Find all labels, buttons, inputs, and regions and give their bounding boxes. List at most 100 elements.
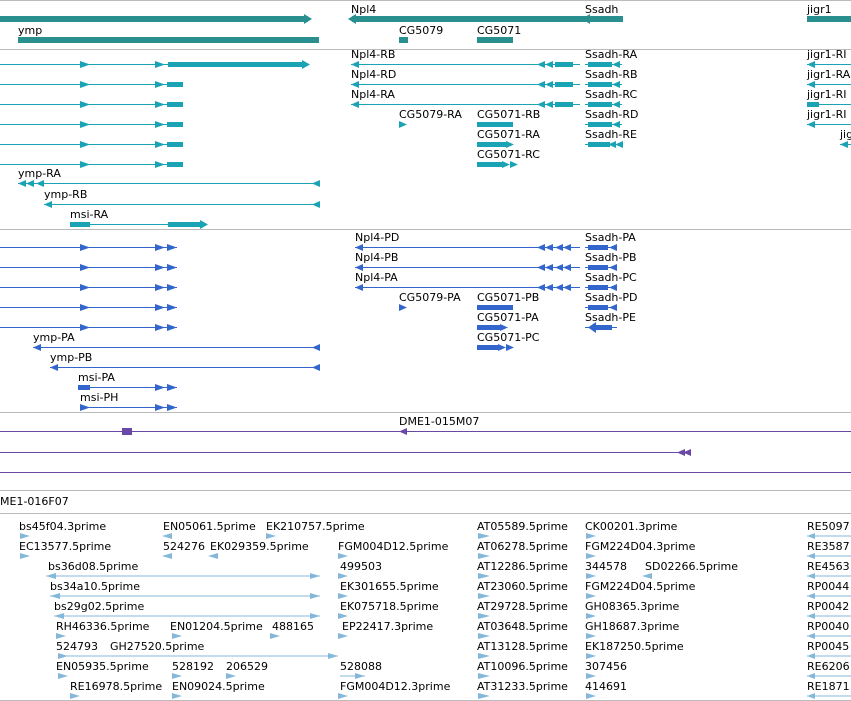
transcript-row[interactable] xyxy=(807,102,851,107)
transcript-row[interactable] xyxy=(0,121,183,128)
est-feature[interactable] xyxy=(478,553,490,559)
clone-row[interactable] xyxy=(0,449,691,456)
transcript-row[interactable] xyxy=(351,61,580,68)
transcript-row[interactable] xyxy=(0,324,177,331)
transcript-row[interactable] xyxy=(807,61,851,68)
est-feature[interactable] xyxy=(338,633,348,639)
est-feature[interactable] xyxy=(586,673,596,679)
transcript-row[interactable] xyxy=(355,244,580,251)
est-feature[interactable] xyxy=(338,693,348,699)
est-feature[interactable] xyxy=(586,653,596,659)
transcript-row[interactable] xyxy=(585,284,617,291)
transcript-row[interactable] xyxy=(585,61,622,68)
est-feature[interactable] xyxy=(478,613,490,619)
transcript-row[interactable] xyxy=(477,324,508,331)
transcript-row[interactable] xyxy=(0,304,177,311)
transcript-row[interactable] xyxy=(18,180,320,187)
transcript-row[interactable] xyxy=(807,121,851,128)
transcript-row[interactable] xyxy=(50,364,320,371)
transcript-row[interactable] xyxy=(585,121,622,128)
transcript-row[interactable] xyxy=(585,101,622,108)
transcript-row[interactable] xyxy=(0,141,183,148)
transcript-row[interactable] xyxy=(70,220,208,229)
transcript-row[interactable] xyxy=(0,244,177,251)
est-feature[interactable] xyxy=(338,553,348,559)
transcript-row[interactable] xyxy=(399,121,407,128)
transcript-row[interactable] xyxy=(0,60,310,69)
est-feature[interactable] xyxy=(172,633,182,639)
est-feature[interactable] xyxy=(478,533,490,539)
transcript-label: Npl4-PA xyxy=(355,271,398,284)
est-feature[interactable] xyxy=(172,693,182,699)
transcript-row[interactable] xyxy=(0,284,177,291)
est-feature[interactable] xyxy=(478,593,490,599)
est-feature[interactable] xyxy=(586,593,596,599)
est-feature xyxy=(58,653,68,659)
est-feature[interactable] xyxy=(478,633,490,639)
est-feature[interactable] xyxy=(338,593,348,599)
transcript-row[interactable] xyxy=(585,322,617,333)
est-feature[interactable] xyxy=(266,533,276,539)
est-feature[interactable] xyxy=(20,553,30,559)
est-feature[interactable] xyxy=(208,553,218,559)
transcript-row[interactable] xyxy=(585,264,617,271)
est-feature xyxy=(807,613,815,619)
est-feature[interactable] xyxy=(172,673,182,679)
transcript-label: CG5071-RB xyxy=(477,108,540,121)
transcript-row[interactable] xyxy=(355,264,580,271)
transcript-row[interactable] xyxy=(399,304,407,311)
transcript-row[interactable] xyxy=(80,404,177,411)
clone-row[interactable] xyxy=(0,428,851,435)
gene-feature[interactable] xyxy=(352,16,612,22)
transcript-row[interactable] xyxy=(33,344,320,351)
transcript-row[interactable] xyxy=(0,161,183,168)
gene-feature[interactable] xyxy=(0,16,308,22)
transcript-row[interactable] xyxy=(0,264,177,271)
est-feature[interactable] xyxy=(586,613,596,619)
transcript-row[interactable] xyxy=(840,141,851,148)
transcript-row[interactable] xyxy=(477,141,514,148)
gene-feature[interactable] xyxy=(807,16,851,22)
transcript-row[interactable] xyxy=(44,201,320,208)
transcript-row[interactable] xyxy=(585,304,617,311)
est-feature[interactable] xyxy=(56,633,66,639)
transcript-row[interactable] xyxy=(477,122,513,127)
transcript-row[interactable] xyxy=(585,244,617,251)
transcript-row[interactable] xyxy=(355,284,580,291)
est-feature[interactable] xyxy=(642,573,652,579)
est-feature[interactable] xyxy=(270,633,280,639)
est-feature[interactable] xyxy=(586,533,596,539)
est-feature[interactable] xyxy=(338,613,348,619)
est-feature[interactable] xyxy=(58,673,68,679)
gene-label: CG5079 xyxy=(399,24,443,37)
transcript-row[interactable] xyxy=(585,141,623,148)
gene-feature[interactable] xyxy=(18,37,319,43)
gene-feature[interactable] xyxy=(477,37,513,43)
est-feature[interactable] xyxy=(586,693,596,699)
transcript-row[interactable] xyxy=(477,161,518,168)
transcript-row[interactable] xyxy=(585,81,622,88)
est-feature[interactable] xyxy=(478,653,490,659)
est-feature[interactable] xyxy=(338,573,348,579)
est-feature[interactable] xyxy=(478,573,490,579)
transcript-row[interactable] xyxy=(0,81,183,88)
gene-feature[interactable] xyxy=(585,16,623,22)
est-feature[interactable] xyxy=(162,533,172,539)
est-feature[interactable] xyxy=(586,553,596,559)
transcript-row[interactable] xyxy=(477,344,514,351)
est-feature[interactable] xyxy=(226,673,236,679)
est-feature[interactable] xyxy=(478,673,490,679)
est-feature[interactable] xyxy=(586,573,596,579)
transcript-row[interactable] xyxy=(351,81,580,88)
est-feature[interactable] xyxy=(586,633,596,639)
gene-feature[interactable] xyxy=(399,37,408,43)
transcript-row[interactable] xyxy=(0,101,183,108)
transcript-row[interactable] xyxy=(807,81,851,88)
transcript-row[interactable] xyxy=(477,305,513,310)
est-feature[interactable] xyxy=(20,533,30,539)
transcript-row[interactable] xyxy=(78,384,177,391)
est-feature[interactable] xyxy=(162,553,172,559)
est-feature[interactable] xyxy=(478,693,490,699)
transcript-row[interactable] xyxy=(351,101,580,108)
est-feature[interactable] xyxy=(70,693,80,699)
